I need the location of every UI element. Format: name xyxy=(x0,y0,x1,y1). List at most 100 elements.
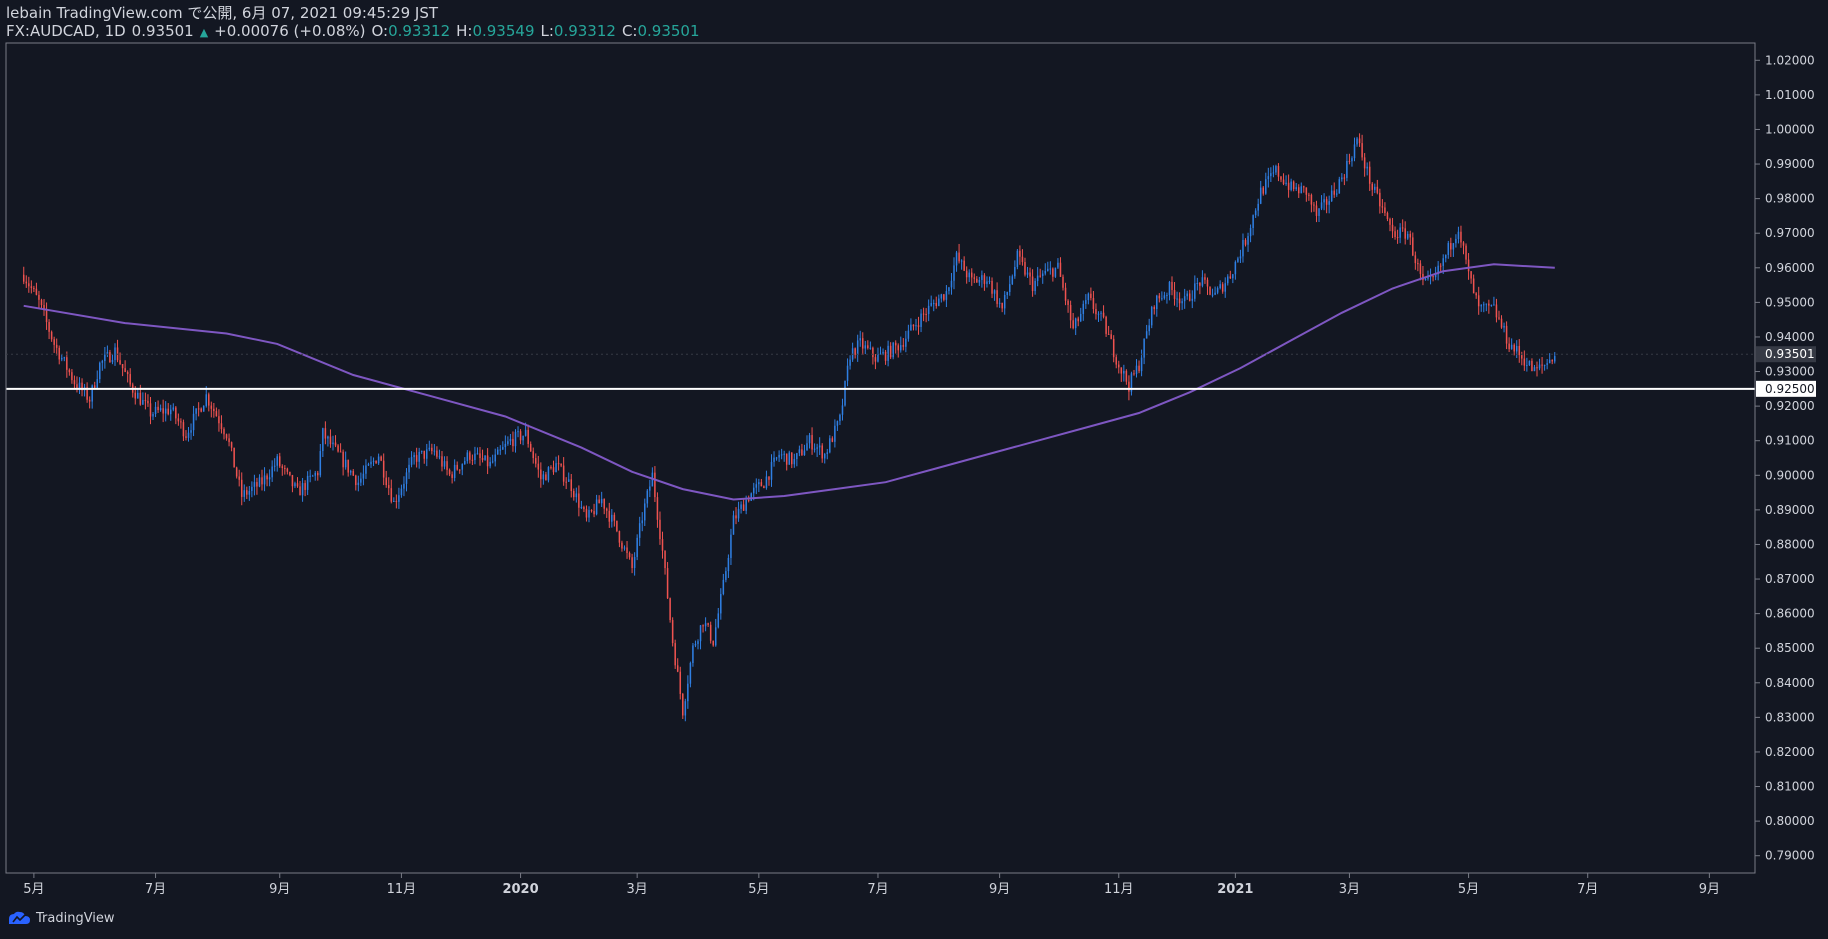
y-tick-label: 0.87000 xyxy=(1765,572,1815,586)
candle-body xyxy=(240,479,243,497)
candle-body xyxy=(281,466,284,469)
candle-body xyxy=(329,436,332,445)
candle-body xyxy=(357,482,360,486)
candle-body xyxy=(208,394,210,406)
candle-body xyxy=(431,447,433,452)
candle-body xyxy=(1176,298,1178,300)
candle-body xyxy=(139,392,142,405)
symbol-label[interactable]: FX:AUDCAD, 1D xyxy=(6,22,126,40)
candle-body xyxy=(758,482,760,485)
candle-body xyxy=(950,280,953,288)
candle-body xyxy=(555,463,557,473)
candle-body xyxy=(464,461,466,465)
candle-body xyxy=(560,463,562,466)
x-tick-label: 9月 xyxy=(989,882,1010,897)
candle-body xyxy=(712,640,714,646)
candle-body xyxy=(1295,187,1297,190)
candle-body xyxy=(1465,245,1467,260)
candle-body xyxy=(935,303,938,306)
candle-body xyxy=(1047,268,1049,271)
candle-body xyxy=(451,474,453,478)
candle-body xyxy=(593,511,595,515)
candle-body xyxy=(86,387,88,400)
candle-body xyxy=(1518,346,1521,356)
candle-body xyxy=(1079,313,1082,322)
candle-body xyxy=(1543,364,1546,366)
candle-body xyxy=(35,288,38,295)
candle-body xyxy=(182,422,185,437)
candle-body xyxy=(1477,295,1480,307)
candle-body xyxy=(43,305,45,311)
candle-body xyxy=(780,454,783,456)
candle-body xyxy=(920,313,922,327)
candle-body xyxy=(897,345,900,351)
candle-body xyxy=(976,278,978,283)
candle-body xyxy=(349,471,352,473)
candle-body xyxy=(415,455,418,462)
candle-body xyxy=(981,275,983,280)
candle-body xyxy=(71,372,73,381)
candle-body xyxy=(1348,160,1351,162)
candle-body xyxy=(491,461,494,463)
candle-body xyxy=(948,287,950,292)
candle-body xyxy=(387,485,390,489)
candle-body xyxy=(616,520,618,532)
candle-body xyxy=(486,455,489,467)
candle-body xyxy=(1505,325,1508,344)
candle-body xyxy=(126,371,129,375)
candle-body xyxy=(327,436,329,439)
candle-body xyxy=(377,456,380,464)
candle-body xyxy=(278,456,281,467)
candle-body xyxy=(626,547,628,553)
candle-body xyxy=(669,598,671,621)
candle-body xyxy=(1156,295,1158,310)
candle-body xyxy=(1290,181,1292,190)
x-tick-label: 7月 xyxy=(1577,882,1598,897)
x-tick-label: 5月 xyxy=(748,882,769,897)
candle-body xyxy=(608,510,611,522)
candle-body xyxy=(154,406,157,415)
candle-body xyxy=(1242,239,1244,257)
candle-body xyxy=(311,475,314,477)
candle-body xyxy=(61,358,63,360)
candle-body xyxy=(861,338,864,349)
candle-body xyxy=(1009,284,1011,293)
candle-body xyxy=(1417,263,1419,265)
candle-body xyxy=(50,331,53,340)
candle-body xyxy=(1412,237,1414,256)
candle-body xyxy=(1503,325,1505,328)
candle-body xyxy=(1366,166,1368,169)
chart-header: lebain TradingView.com で公開, 6月 07, 2021 … xyxy=(6,4,700,42)
candle-body xyxy=(1150,307,1153,326)
candle-body xyxy=(502,447,504,450)
candle-body xyxy=(1381,206,1384,208)
candle-body xyxy=(1462,242,1465,246)
y-tick-label: 0.98000 xyxy=(1765,192,1815,206)
candle-body xyxy=(872,347,874,358)
x-tick-label: 3月 xyxy=(627,882,648,897)
candle-body xyxy=(547,467,550,481)
candle-body xyxy=(1419,263,1422,274)
candle-body xyxy=(806,443,808,451)
candle-body xyxy=(1531,360,1533,372)
candle-body xyxy=(697,641,699,644)
open-value: 0.93312 xyxy=(388,22,451,40)
candle-body xyxy=(877,354,879,362)
candle-body xyxy=(1498,317,1500,319)
candle-body xyxy=(195,408,197,414)
candle-body xyxy=(1110,334,1112,339)
candle-body xyxy=(598,499,600,504)
candle-body xyxy=(1077,318,1079,322)
candle-body xyxy=(522,435,524,441)
candle-body xyxy=(1016,250,1019,267)
candle-body xyxy=(1194,283,1196,299)
candle-body xyxy=(119,360,121,365)
candle-body xyxy=(1021,256,1024,263)
candle-body xyxy=(1232,274,1234,279)
tradingview-brand[interactable]: TradingView xyxy=(36,910,115,926)
publish-line: lebain TradingView.com で公開, 6月 07, 2021 … xyxy=(6,4,439,22)
candle-body xyxy=(398,495,400,502)
candle-body xyxy=(656,497,659,520)
candle-body xyxy=(770,461,773,480)
